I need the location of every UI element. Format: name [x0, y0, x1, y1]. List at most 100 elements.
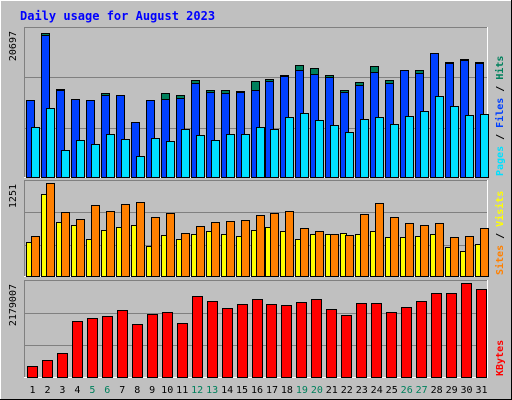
sites-bar	[480, 228, 489, 277]
sites-bar	[61, 212, 70, 277]
x-tick-label: 15	[236, 385, 248, 396]
legend-separator: /	[495, 227, 506, 245]
files-bar	[131, 122, 140, 178]
x-tick-label: 5	[89, 385, 95, 396]
x-tick-label: 27	[416, 385, 428, 396]
legend-entry-visits: Visits	[494, 191, 506, 227]
pages-bar	[330, 125, 339, 178]
pages-bar	[151, 138, 160, 178]
x-tick-label: 1	[29, 385, 35, 396]
sites-bar	[375, 203, 384, 277]
kbytes-bar	[371, 303, 382, 378]
x-tick-label: 28	[431, 385, 443, 396]
files-bar	[56, 90, 65, 178]
pages-bar	[181, 129, 190, 178]
pages-bar	[196, 135, 205, 178]
legend-entry-hits: Hits	[494, 56, 506, 80]
x-tick-label: 7	[119, 385, 125, 396]
legend: KBytes	[495, 340, 506, 376]
y-max-label: 20697	[8, 31, 19, 61]
files-bar	[191, 83, 200, 178]
sites-bar	[465, 236, 474, 277]
sites-bar	[196, 226, 205, 277]
x-tick-label: 9	[149, 385, 155, 396]
kbytes-bar	[311, 299, 322, 378]
x-tick-label: 23	[356, 385, 368, 396]
sites-bar	[315, 231, 324, 277]
pages-bar	[76, 140, 85, 178]
kbytes-bar	[207, 301, 218, 378]
kbytes-bar	[132, 324, 143, 378]
x-tick-label: 26	[401, 385, 413, 396]
sites-bar	[256, 215, 265, 277]
sites-bar	[181, 233, 190, 277]
legend-separator: /	[495, 128, 506, 146]
pages-bar	[300, 113, 309, 178]
x-tick-label: 25	[386, 385, 398, 396]
pages-bar	[31, 127, 40, 178]
kbytes-bar	[57, 353, 68, 378]
kbytes-bar	[162, 312, 173, 378]
x-tick-label: 22	[341, 385, 353, 396]
sites-bar	[345, 235, 354, 277]
legend-entry-pages: Pages	[495, 146, 506, 176]
pages-bar	[211, 140, 220, 178]
chart-title: Daily usage for August 2023	[20, 9, 215, 23]
sites-bar	[330, 234, 339, 277]
pages-bar	[270, 129, 279, 178]
x-tick-label: 4	[74, 385, 80, 396]
sites-bar	[300, 228, 309, 277]
pages-bar	[46, 108, 55, 178]
files-bar	[161, 99, 170, 178]
sites-bar	[166, 213, 175, 277]
kbytes-bar	[461, 283, 472, 378]
y-max-label: 1251	[8, 184, 19, 208]
pages-bar	[420, 111, 429, 178]
sites-bar	[285, 211, 294, 277]
x-axis-labels: 1 2 3 4 5 6 7 8 9 10 11 12 13 14 15 16 17 18 19 20 21 22 23 24 2…	[29, 385, 487, 396]
x-tick-label: 8	[134, 385, 140, 396]
panels: 20697 Pages / Files / Hits 1251 Sites / Vis…	[8, 27, 506, 378]
pages-bar	[91, 144, 100, 178]
x-tick-label: 13	[206, 385, 218, 396]
pages-bar	[375, 117, 384, 178]
files-bar	[71, 99, 80, 178]
kbytes-bar	[296, 302, 307, 378]
pages-bar	[315, 120, 324, 178]
kbytes-bar	[446, 293, 457, 378]
x-tick-label: 14	[221, 385, 233, 396]
kbytes-bar	[341, 315, 352, 378]
pages-bar	[241, 134, 250, 178]
x-tick-label: 19	[296, 385, 308, 396]
sites-bar	[435, 223, 444, 277]
sites-bar	[270, 213, 279, 277]
kbytes-bar	[147, 314, 158, 378]
x-tick-label: 30	[460, 385, 472, 396]
kbytes-bar	[281, 305, 292, 378]
kbytes-bar	[252, 299, 263, 378]
legend: Sites / Visits	[494, 191, 506, 275]
sites-bar	[420, 225, 429, 277]
pages-bar	[256, 127, 265, 178]
x-tick-label: 16	[251, 385, 263, 396]
x-tick-label: 29	[446, 385, 458, 396]
pages-bar	[480, 114, 489, 178]
pages-bar	[285, 117, 294, 178]
legend-entry-sites: Sites	[494, 245, 506, 275]
legend-entry-files: Files	[494, 98, 506, 128]
pages-bar	[405, 116, 414, 178]
sites-bar	[405, 223, 414, 277]
sites-bar	[450, 237, 459, 277]
kbytes-bar	[401, 307, 412, 378]
pages-bar	[226, 134, 235, 178]
legend: Pages / Files / Hits	[494, 56, 506, 176]
legend-entry-kbytes: KBytes	[495, 340, 506, 376]
sites-bar	[226, 221, 235, 277]
kbytes-bar	[476, 289, 487, 378]
x-tick-label: 21	[326, 385, 338, 396]
kbytes-bar	[416, 301, 427, 378]
pages-bar	[450, 106, 459, 178]
x-tick-label: 20	[311, 385, 323, 396]
x-tick-label: 2	[44, 385, 50, 396]
